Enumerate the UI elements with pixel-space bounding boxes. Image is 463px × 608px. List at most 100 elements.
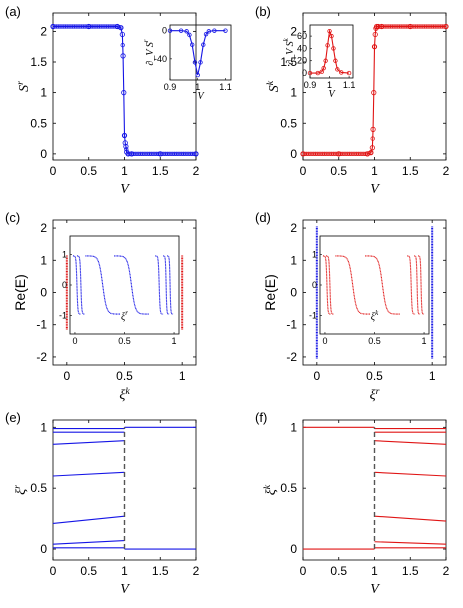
panel-a-point <box>122 140 128 146</box>
panel-a-point <box>120 43 125 48</box>
panel-f-ylabel: ξk <box>262 484 279 495</box>
panel-a-point <box>50 23 56 30</box>
panel-f-xtick-label: 2 <box>443 564 450 578</box>
panel-d-ylabel: Re(E) <box>262 274 278 311</box>
panel-e-xtick-label: 1.5 <box>152 564 169 578</box>
panel-e-series-line <box>52 471 125 477</box>
panel-d-xtick-label: 0.5 <box>366 369 383 383</box>
panel-a-xlabel: V <box>120 182 130 197</box>
panel-e-xtick-label: 2 <box>193 564 200 578</box>
panel-b-inset-xtick-label: 1 <box>327 80 332 90</box>
panel-b-point <box>364 151 370 157</box>
panel-a-point <box>125 151 131 157</box>
panel-a-inset-xtick-label: 0.9 <box>164 82 177 92</box>
panel-e-xtick-label: 0 <box>50 564 57 578</box>
panel-b-point <box>379 23 385 30</box>
panel-f-series-line <box>374 471 447 477</box>
panel-d-inset-xtick-label: 1 <box>422 336 427 346</box>
panel-d-inset-curve <box>322 255 331 315</box>
panel-a-point <box>121 90 127 96</box>
panel-d-ytick-label: -1 <box>286 318 297 332</box>
panel-b-point <box>369 145 375 151</box>
panel-b-inset-series-point <box>321 65 326 71</box>
panel-c-ytick-label: 1 <box>40 253 47 267</box>
panel-c-inset-xtick-label: 0.5 <box>118 336 131 346</box>
panel-b-xtick-label: 2 <box>443 164 450 178</box>
panel-a-point <box>120 53 126 59</box>
panel-a-inset-series-point <box>178 28 184 33</box>
panel-b-inset-series-point <box>327 28 332 34</box>
panel-a-inset-ytick-label: 0 <box>162 26 167 36</box>
panel-b-point <box>375 23 381 30</box>
panel-a-ytick-label: 1 <box>40 86 47 100</box>
panel-c-inset-ytick-label: -1 <box>59 311 67 321</box>
panel-c-inset-xtick-label: 0 <box>72 336 77 346</box>
panel-a-inset-series-point <box>203 31 209 37</box>
panel-c-inset-curve <box>167 255 174 315</box>
panel-b-point <box>372 31 378 38</box>
panel-f-xtick-label: 1 <box>371 564 378 578</box>
panel-label-e: (e) <box>5 410 21 425</box>
panel-e-xtick-label: 1 <box>121 564 128 578</box>
panel-c-xtick-label: 0.5 <box>116 369 133 383</box>
panel-a-inset-xtick-label: 1.1 <box>219 82 232 92</box>
panel-a-inset-series-point <box>223 28 228 33</box>
panel-d-inset-ytick-label: -1 <box>309 311 317 321</box>
panel-b-point <box>371 90 377 96</box>
panel-b-xtick-label: 1 <box>371 164 378 178</box>
panel-a-inset-series-point <box>206 29 212 34</box>
panel-b-inset-series-point <box>346 70 352 76</box>
panel-c-inset-curve <box>163 255 170 315</box>
panel-a-ytick-label: 1.5 <box>30 55 47 69</box>
panel-b-ylabel: Sk <box>265 80 282 92</box>
panel-d-inset-curve <box>335 255 371 315</box>
panel-d-inset-curve <box>365 255 400 315</box>
panel-a-inset-series-point <box>184 29 189 34</box>
panel-a-inset-series-line <box>170 30 226 76</box>
panel-d-inset-ytick-label: 1 <box>312 249 317 259</box>
panel-f-series-line <box>374 541 447 545</box>
panel-b-inset-xtick-label: 0.9 <box>304 80 317 90</box>
panel-a-xtick-label: 0.5 <box>80 164 97 178</box>
panel-c-inset-xlabel: ξr <box>121 309 128 323</box>
panel-b-inset-series-line <box>310 29 350 74</box>
panel-a-point <box>119 31 125 38</box>
panel-b-inset-ytick-label: 40 <box>297 43 307 53</box>
panel-a-xtick-label: 0 <box>50 164 57 178</box>
panel-d-xlabel: ξr <box>370 386 380 403</box>
panel-b-inset-series-point <box>335 67 340 72</box>
panel-d-xtick-label: 1 <box>429 369 436 383</box>
panel-c-inset-curve <box>155 255 164 315</box>
panel-f-xtick-label: 0 <box>300 564 307 578</box>
panel-b-ytick-label: 1 <box>290 86 297 100</box>
panel-c-ytick-label: 2 <box>40 221 47 235</box>
panel-d-ytick-label: 2 <box>290 221 297 235</box>
panel-b-inset-ytick-label: 20 <box>297 56 307 66</box>
panel-b-inset-series-point <box>323 58 328 63</box>
panel-c-inset-curve <box>85 255 121 315</box>
panel-d-inset-curve <box>414 255 421 315</box>
panel-c-ylabel: Re(E) <box>12 274 28 311</box>
panel-b-inset-series-point <box>329 33 334 39</box>
panel-a-inset-frame <box>169 24 232 81</box>
panel-a-point <box>157 151 163 157</box>
panel-c-xtick-label: 0 <box>63 369 70 383</box>
panel-b-point <box>374 23 380 30</box>
panel-a-inset-series-point <box>192 60 198 65</box>
panel-b-inset-series-point <box>339 70 344 75</box>
panel-c-ytick-label: 0 <box>40 286 47 300</box>
panel-b-inset-series-point <box>333 58 338 63</box>
panel-b-inset-xtick-label: 1.1 <box>343 80 356 90</box>
panel-b-xlabel: V <box>370 182 380 197</box>
panel-a-inset-series-point <box>195 72 200 78</box>
panel-d-inset-xlabel: ξk <box>371 309 379 323</box>
panel-a-point <box>118 25 124 31</box>
panel-a-point <box>114 23 120 30</box>
panel-a-inset-series-point <box>187 32 192 38</box>
panel-a-inset-xlabel: V <box>197 91 205 102</box>
panel-b-inset-series-point <box>307 70 313 76</box>
panel-label-c: (c) <box>5 210 20 225</box>
panel-a-ylabel: Sr <box>15 81 32 92</box>
panel-d-inset-ytick-label: 0 <box>312 280 317 290</box>
panel-b-point <box>368 150 374 156</box>
